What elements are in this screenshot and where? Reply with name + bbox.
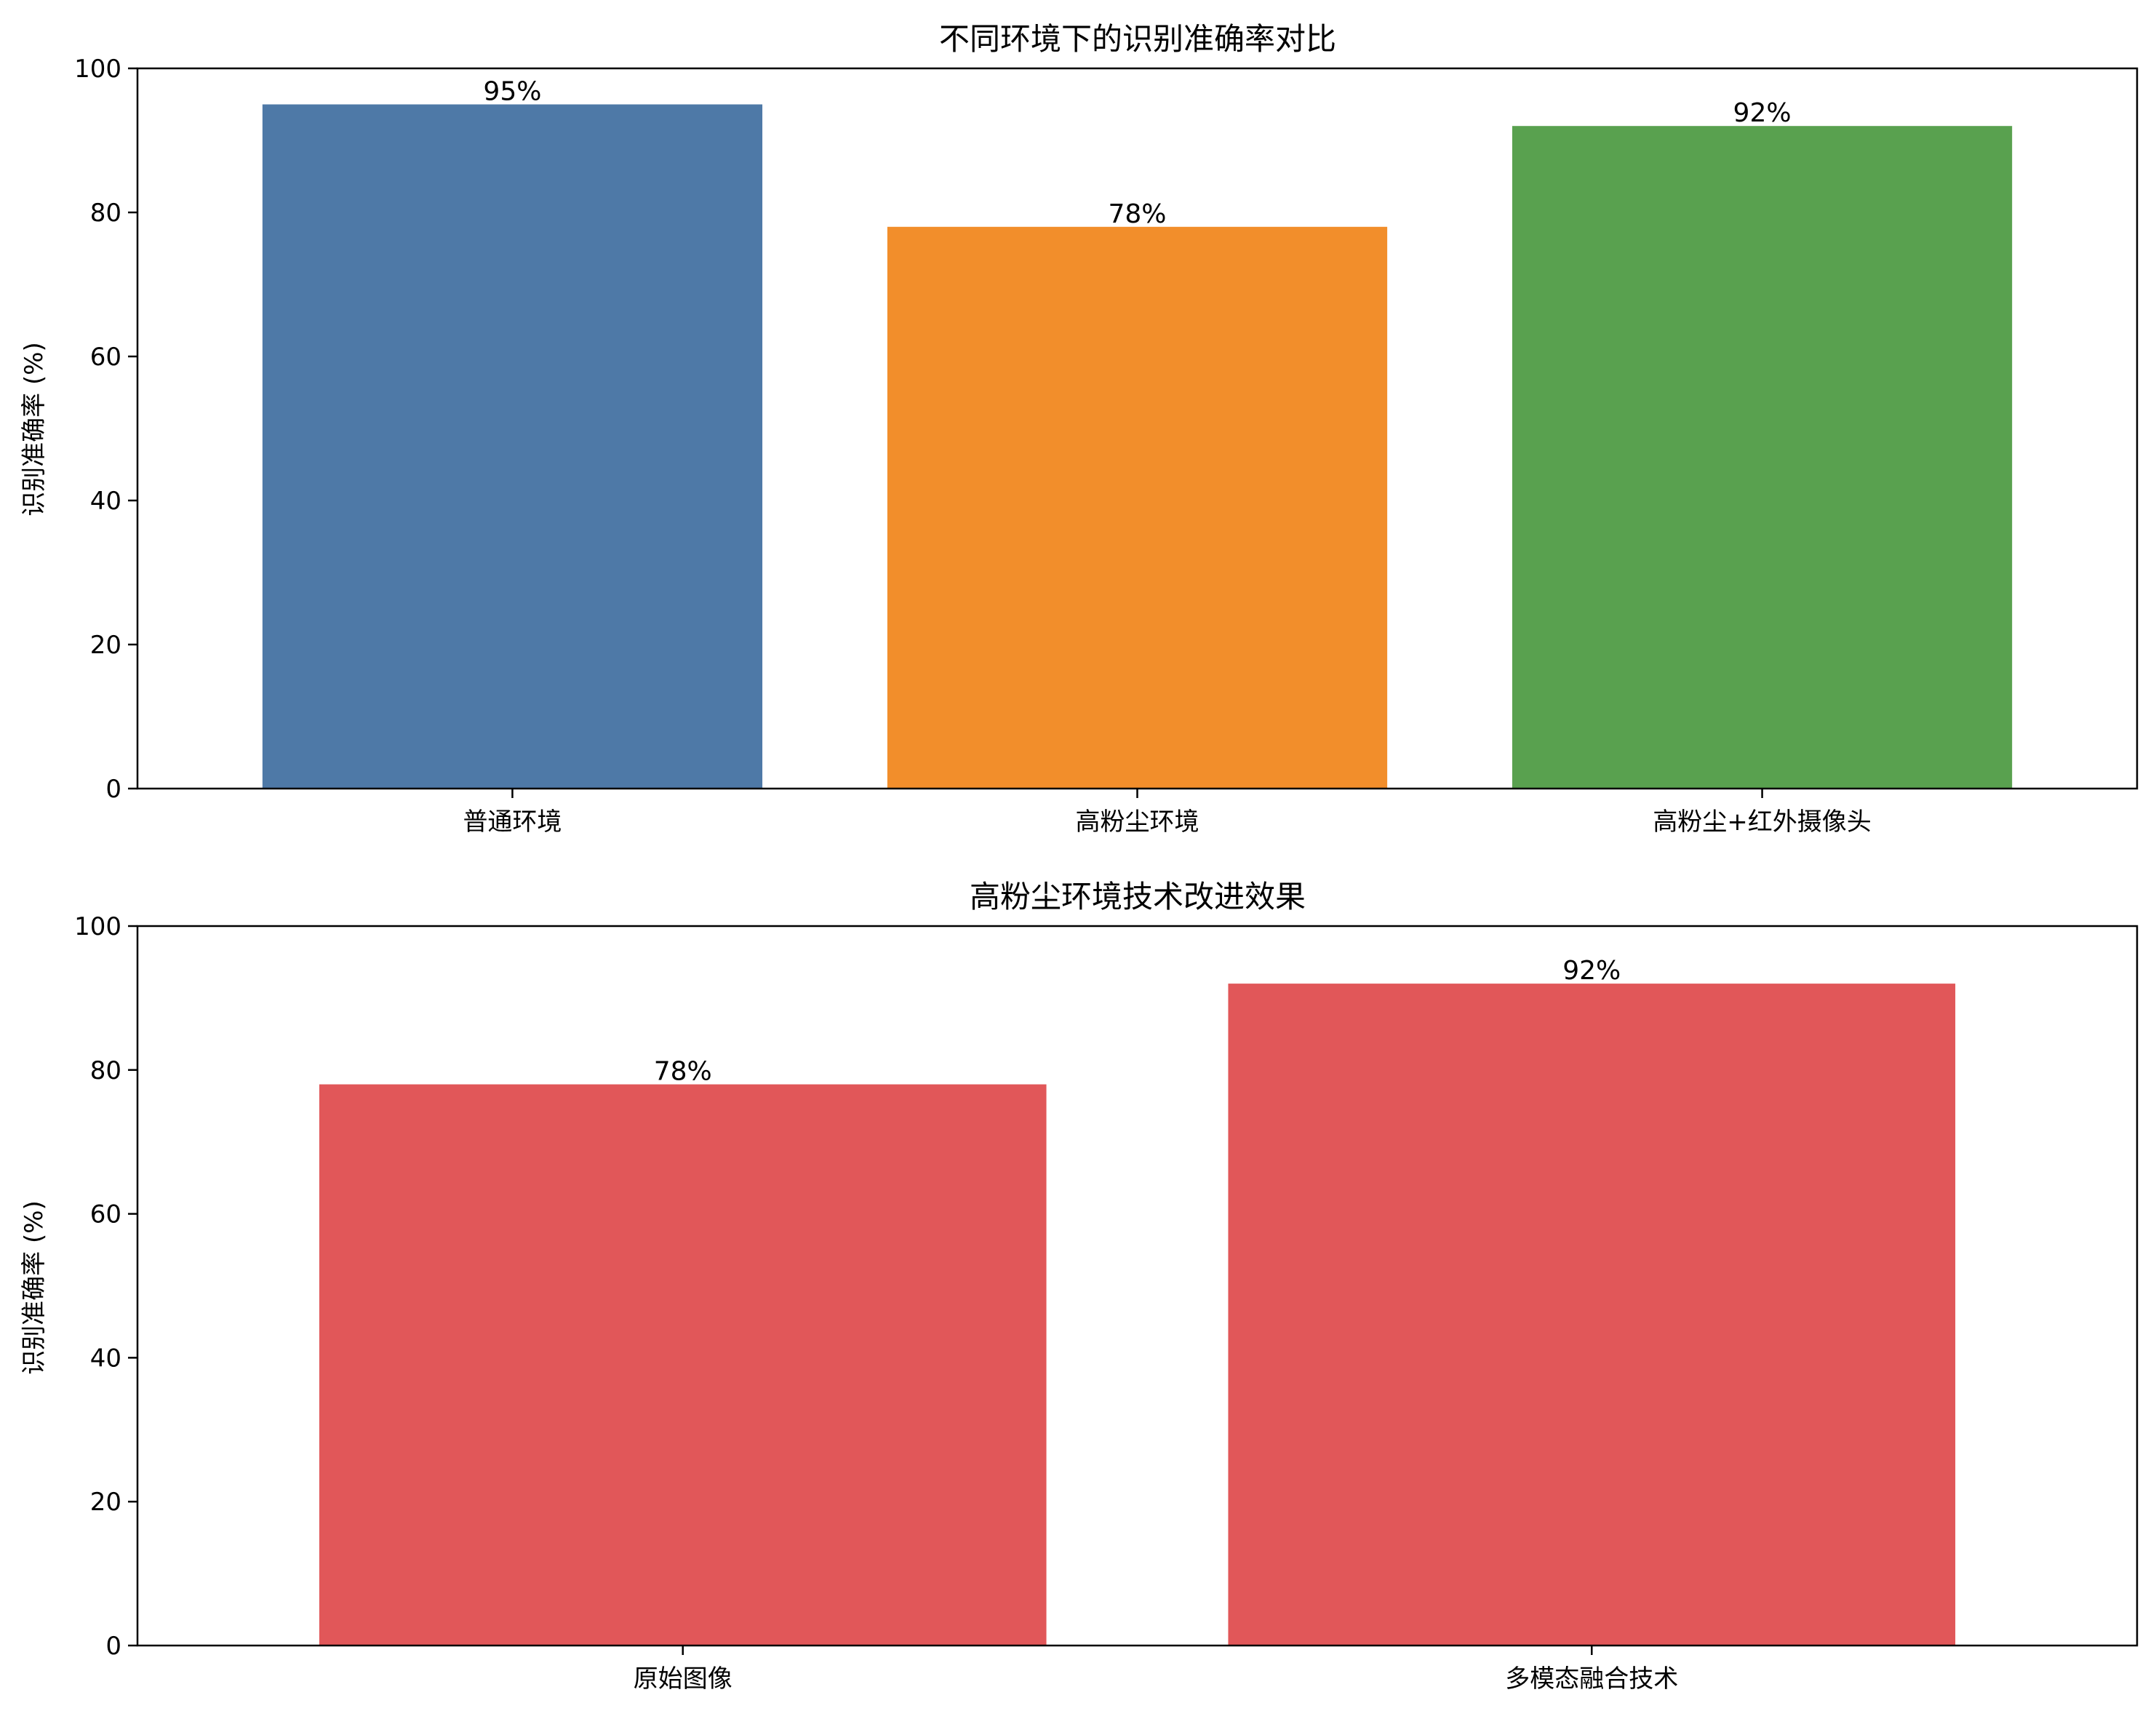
y-axis-label: 识别准确率 (%)	[20, 1200, 49, 1375]
bar-value-label: 95%	[483, 77, 541, 107]
plot-frame	[136, 67, 2139, 790]
bar	[319, 1084, 1047, 1646]
x-tick-group: 原始图像 多模态融合技术	[634, 1646, 1678, 1694]
bar-value-label: 92%	[1562, 956, 1621, 986]
y-tick-label: 40	[90, 1344, 121, 1373]
chart-title: 高粉尘环境技术改进效果	[970, 879, 1306, 914]
y-tick-label: 20	[90, 1488, 121, 1517]
y-tick-label: 40	[90, 487, 121, 516]
x-tick-label: 多模态融合技术	[1505, 1664, 1678, 1694]
improvement-effect-chart: 高粉尘环境技术改进效果 识别准确率 (%) 78% 92% 0 20 40 60 80 10…	[20, 879, 2139, 1694]
y-tick-label: 0	[105, 775, 121, 804]
bar-value-label: 92%	[1733, 98, 1792, 128]
bar	[262, 104, 763, 789]
x-tick-label: 高粉尘+红外摄像头	[1653, 807, 1872, 837]
y-tick-label: 80	[90, 1056, 121, 1085]
y-axis-label: 识别准确率 (%)	[20, 342, 49, 517]
y-tick-label: 100	[74, 912, 121, 941]
bar-value-label: 78%	[1108, 199, 1166, 229]
x-tick-group: 普通环境 高粉尘环境 高粉尘+红外摄像头	[463, 789, 1872, 837]
y-tick-label: 100	[74, 55, 121, 84]
x-tick-label: 普通环境	[463, 807, 562, 837]
x-tick-label: 高粉尘环境	[1076, 807, 1199, 837]
accuracy-comparison-chart: 不同环境下的识别准确率对比 识别准确率 (%) 95% 78% 92% 0 20 40 6…	[20, 21, 2139, 837]
y-tick-group: 0 20 40 60 80 100	[74, 55, 137, 804]
bar-group: 78% 92%	[319, 956, 1956, 1646]
y-tick-group: 0 20 40 60 80 100	[74, 912, 137, 1661]
bar	[1512, 126, 2013, 789]
x-tick-label: 原始图像	[634, 1664, 732, 1694]
bar-group: 95% 78% 92%	[262, 77, 2013, 789]
chart-title: 不同环境下的识别准确率对比	[939, 21, 1336, 57]
y-tick-label: 0	[105, 1632, 121, 1661]
y-tick-label: 20	[90, 631, 121, 660]
bar	[1228, 984, 1956, 1646]
bar	[887, 226, 1388, 789]
y-tick-label: 60	[90, 1200, 121, 1229]
bar-value-label: 78%	[654, 1057, 712, 1087]
plot-frame	[136, 925, 2139, 1647]
y-tick-label: 80	[90, 199, 121, 228]
y-tick-label: 60	[90, 343, 121, 372]
